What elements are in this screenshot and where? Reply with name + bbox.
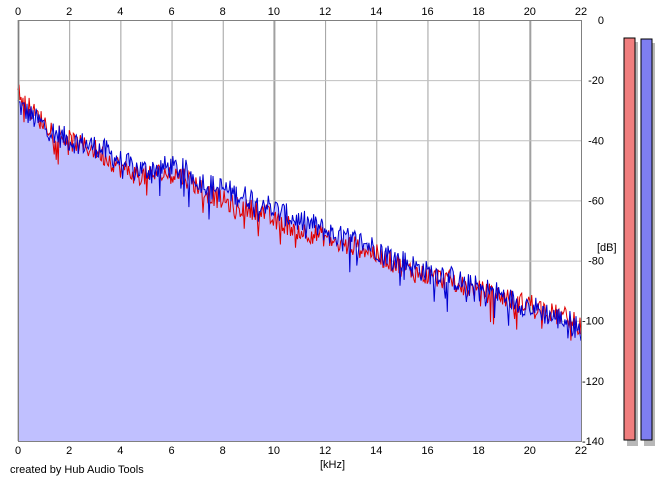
x-tick-label-bottom: 6 <box>168 445 174 457</box>
x-tick-label-top: 12 <box>319 6 331 18</box>
y-axis-unit-label: [dB] <box>597 242 617 254</box>
x-tick-label-top: 16 <box>421 6 433 18</box>
y-tick-labels: 0 -20 -40 -60 -80 -100 -120 -140 <box>582 15 604 448</box>
x-tick-labels-bottom: 0 2 4 6 8 10 12 14 16 18 20 22 <box>15 445 587 457</box>
x-tick-label-top: 8 <box>220 6 226 18</box>
x-tick-label-top: 18 <box>473 6 485 18</box>
y-tick-label: -20 <box>588 75 604 87</box>
meter-right-bar <box>640 38 653 441</box>
y-tick-label: -140 <box>582 436 604 448</box>
y-tick-label: 0 <box>598 15 604 27</box>
y-tick-label: -120 <box>582 376 604 388</box>
y-tick-label: -40 <box>588 135 604 147</box>
x-tick-label-top: 10 <box>268 6 280 18</box>
x-tick-label-bottom: 18 <box>473 445 485 457</box>
x-tick-label-bottom: 12 <box>319 445 331 457</box>
x-tick-label-bottom: 20 <box>524 445 536 457</box>
y-tick-label: -100 <box>582 316 604 328</box>
plot-frame <box>18 20 582 442</box>
x-tick-label-top: 20 <box>524 6 536 18</box>
y-tick-label: -60 <box>588 195 604 207</box>
series-line-right <box>17 100 582 341</box>
x-tick-label-bottom: 8 <box>220 445 226 457</box>
x-tick-label-bottom: 22 <box>575 445 587 457</box>
credit-text: created by Hub Audio Tools <box>10 464 144 476</box>
x-tick-label-bottom: 2 <box>66 445 72 457</box>
spectrum-fill-area <box>18 100 581 441</box>
x-tick-label-bottom: 0 <box>15 445 21 457</box>
x-tick-label-top: 0 <box>15 6 21 18</box>
y-tick-label: -80 <box>588 256 604 268</box>
x-tick-labels-top: 0 2 4 6 8 10 12 14 16 18 20 22 <box>15 6 587 18</box>
x-tick-label-bottom: 16 <box>421 445 433 457</box>
level-meters <box>623 37 655 446</box>
x-tick-label-top: 14 <box>370 6 382 18</box>
x-tick-label-bottom: 14 <box>370 445 382 457</box>
x-tick-label-top: 22 <box>575 6 587 18</box>
x-tick-label-top: 2 <box>66 6 72 18</box>
meter-left-bar <box>623 37 636 441</box>
x-tick-label-bottom: 10 <box>268 445 280 457</box>
x-tick-label-top: 6 <box>168 6 174 18</box>
x-axis-unit-label: [kHz] <box>320 459 345 471</box>
x-tick-label-bottom: 4 <box>117 445 123 457</box>
x-tick-label-top: 4 <box>117 6 123 18</box>
spectrum-plot <box>17 20 582 442</box>
